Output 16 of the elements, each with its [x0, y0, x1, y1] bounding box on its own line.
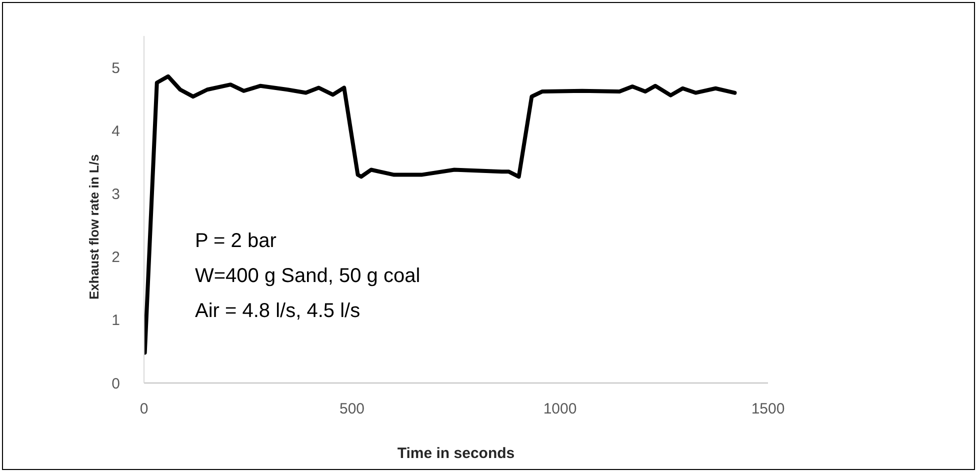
x-tick-label: 0 [140, 400, 148, 418]
x-tick-label: 1000 [543, 400, 577, 418]
y-axis-title: Exhaust flow rate in L/s [86, 154, 102, 300]
y-tick-label: 0 [112, 375, 120, 392]
y-tick-label: 4 [112, 122, 120, 140]
x-axis-title: Time in seconds [397, 445, 515, 462]
y-tick-label: 5 [112, 60, 120, 77]
annotation: Air = 4.8 l/s, 4.5 l/s [195, 299, 362, 324]
y-tick-label: 2 [112, 249, 120, 266]
x-tick-label: 1500 [751, 400, 785, 418]
annotation: W=400 g Sand, 50 g coal [195, 264, 420, 289]
y-tick-label: 3 [112, 186, 120, 204]
x-tick-label: 500 [339, 400, 365, 418]
y-tick-label: 1 [112, 312, 120, 330]
line-series [144, 74, 737, 355]
annotation: P = 2 bar [195, 229, 278, 254]
